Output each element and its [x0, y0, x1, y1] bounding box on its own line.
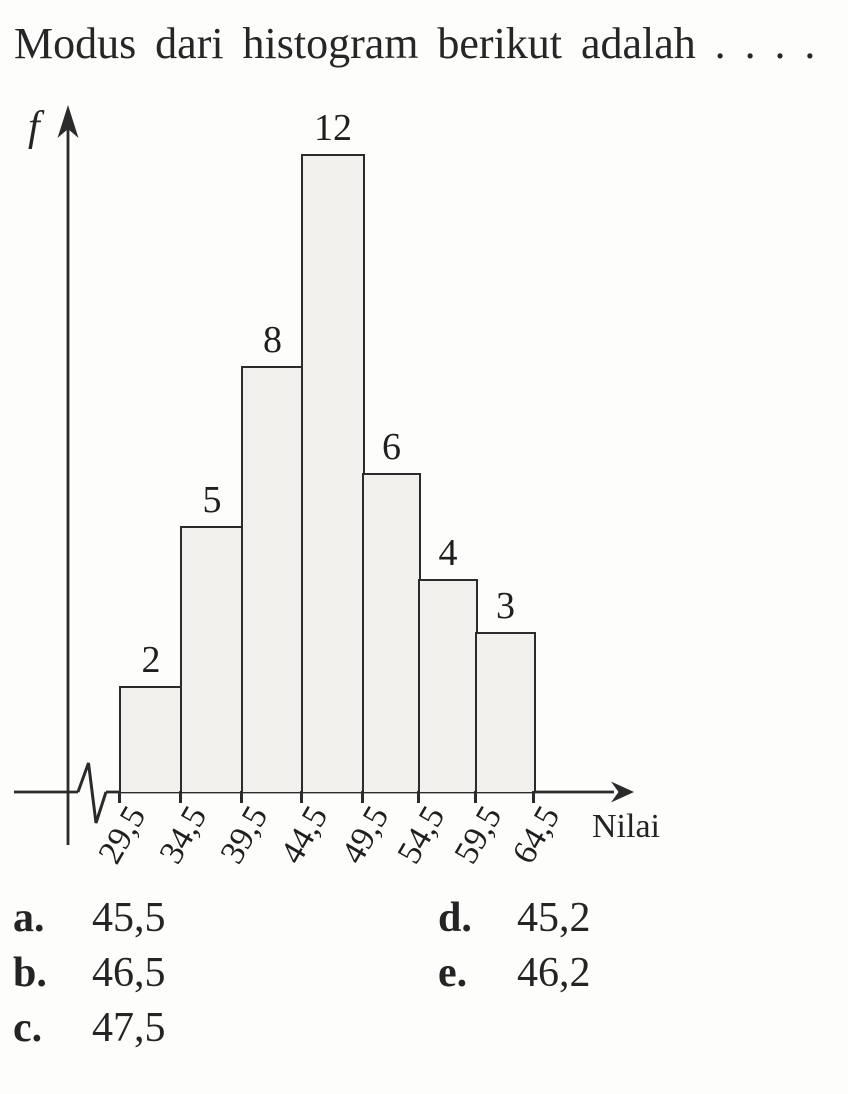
x-axis-tick	[361, 791, 364, 803]
histogram-bar	[475, 632, 536, 792]
option-e: e. 46,2	[438, 949, 591, 997]
option-c: c. 47,5	[13, 1004, 166, 1052]
option-value: 47,5	[92, 1005, 166, 1051]
x-axis-tick	[240, 791, 243, 803]
x-axis-tick	[179, 791, 182, 803]
x-axis-tick	[300, 791, 303, 803]
x-axis-label: Nilai	[592, 808, 660, 845]
x-axis-tick	[532, 791, 535, 803]
option-letter: a.	[13, 895, 45, 941]
histogram-bar-group: 4	[418, 534, 478, 792]
bar-value-label: 3	[496, 585, 515, 627]
option-letter: d.	[438, 895, 472, 941]
x-axis-tick	[118, 791, 121, 803]
option-letter: c.	[13, 1005, 43, 1051]
option-d: d. 45,2	[438, 894, 591, 942]
bar-value-label: 2	[141, 639, 161, 681]
bar-value-label: 6	[382, 426, 401, 468]
histogram-bar	[418, 579, 478, 792]
bar-value-label: 5	[202, 479, 222, 521]
option-letter: e.	[438, 950, 468, 996]
question-text: Modus dari histogram berikut adalah . . …	[14, 19, 816, 68]
option-a: a. 45,5	[13, 894, 166, 942]
option-value: 45,2	[517, 895, 591, 941]
option-value: 45,5	[92, 895, 166, 941]
histogram-bar	[301, 154, 365, 792]
x-axis-tick	[474, 791, 477, 803]
option-value: 46,2	[517, 950, 591, 996]
option-value: 46,5	[92, 950, 166, 996]
option-b: b. 46,5	[13, 949, 166, 997]
x-axis-break-icon	[76, 762, 108, 824]
histogram-bar-group: 6	[362, 428, 421, 792]
option-letter: b.	[13, 950, 47, 996]
y-axis-arrow-icon	[57, 105, 79, 138]
histogram-bar-group: 12	[301, 109, 365, 792]
x-axis-arrow-icon	[611, 781, 634, 803]
histogram-bar	[362, 473, 421, 792]
y-axis-label: f	[28, 104, 40, 150]
bar-value-label: 4	[438, 532, 458, 574]
histogram-bar-group: 3	[475, 587, 536, 792]
bar-value-label: 8	[263, 319, 282, 361]
x-axis-tick	[417, 791, 420, 803]
bar-value-label: 12	[314, 107, 352, 149]
